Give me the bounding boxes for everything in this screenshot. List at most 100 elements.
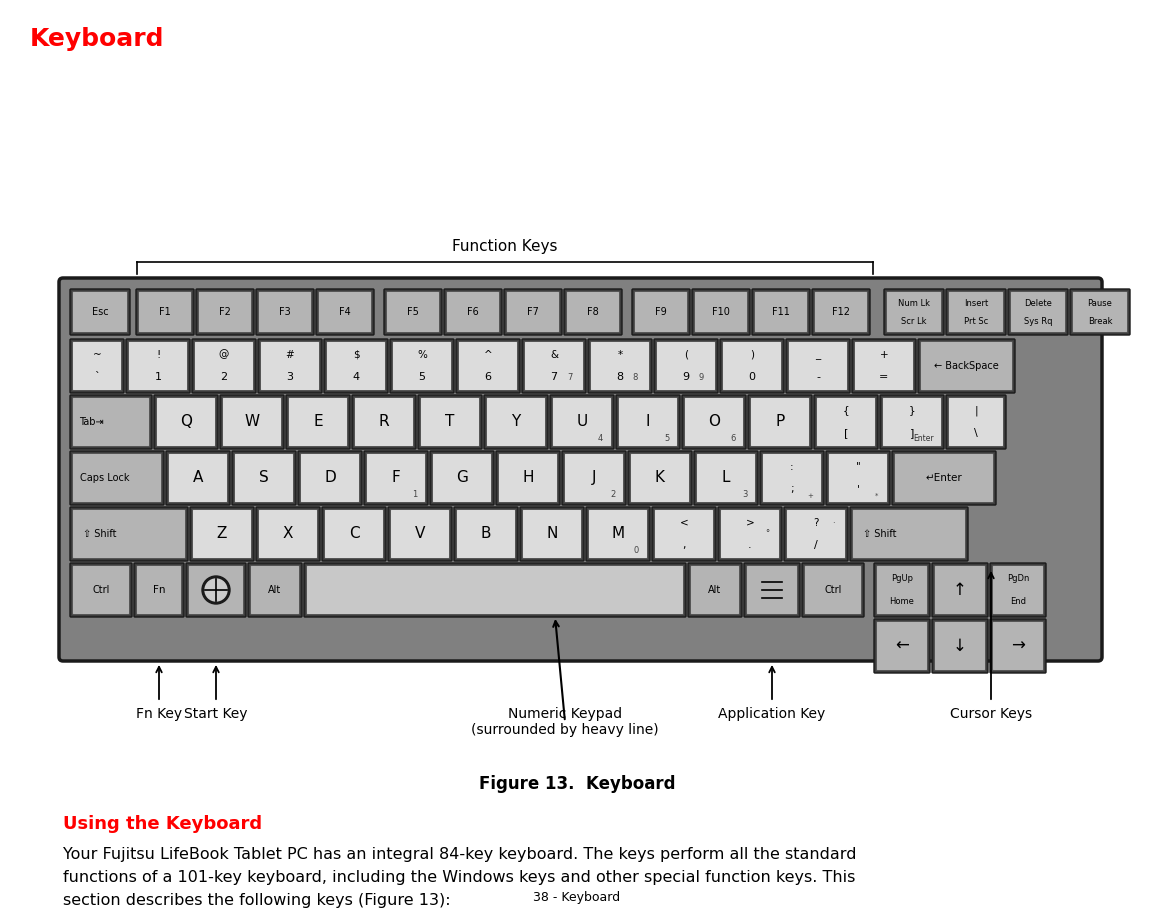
FancyBboxPatch shape [630, 454, 689, 502]
Text: Scr Lk: Scr Lk [901, 317, 927, 326]
FancyBboxPatch shape [223, 397, 282, 446]
Text: $: $ [353, 349, 359, 360]
Text: 38 - Keyboard: 38 - Keyboard [533, 891, 621, 904]
FancyBboxPatch shape [128, 341, 187, 391]
FancyBboxPatch shape [747, 565, 797, 614]
Text: +: + [879, 349, 889, 360]
FancyBboxPatch shape [525, 341, 584, 391]
Text: Y: Y [511, 415, 520, 430]
FancyBboxPatch shape [499, 454, 557, 502]
FancyBboxPatch shape [657, 341, 715, 391]
FancyBboxPatch shape [166, 451, 230, 505]
Text: Pause: Pause [1087, 299, 1112, 308]
Text: I: I [646, 415, 650, 430]
FancyBboxPatch shape [881, 395, 944, 449]
Text: F12: F12 [832, 307, 850, 317]
FancyBboxPatch shape [496, 451, 560, 505]
FancyBboxPatch shape [688, 563, 742, 617]
Text: ⇧ Shift: ⇧ Shift [862, 529, 897, 539]
Text: 0: 0 [634, 546, 639, 555]
FancyBboxPatch shape [877, 621, 928, 670]
FancyBboxPatch shape [70, 563, 132, 617]
Text: ↓: ↓ [953, 637, 967, 655]
FancyBboxPatch shape [186, 563, 246, 617]
FancyBboxPatch shape [802, 563, 864, 617]
FancyBboxPatch shape [234, 454, 293, 502]
Text: @: @ [219, 349, 230, 360]
Text: F10: F10 [712, 307, 730, 317]
Text: 2: 2 [220, 372, 227, 383]
FancyBboxPatch shape [319, 291, 372, 333]
Text: Num Lk: Num Lk [898, 299, 930, 308]
FancyBboxPatch shape [288, 397, 347, 446]
Text: Numeric Keypad
(surrounded by heavy line): Numeric Keypad (surrounded by heavy line… [471, 707, 659, 738]
Text: ←: ← [896, 637, 909, 655]
Text: 4: 4 [598, 434, 604, 443]
FancyBboxPatch shape [744, 563, 800, 617]
FancyBboxPatch shape [829, 454, 887, 502]
Text: B: B [481, 526, 492, 541]
FancyBboxPatch shape [786, 339, 850, 393]
FancyBboxPatch shape [258, 510, 317, 559]
FancyBboxPatch shape [752, 289, 810, 335]
FancyBboxPatch shape [564, 454, 623, 502]
Text: Keyboard: Keyboard [30, 27, 165, 51]
FancyBboxPatch shape [523, 510, 582, 559]
FancyBboxPatch shape [458, 341, 517, 391]
FancyBboxPatch shape [324, 510, 383, 559]
FancyBboxPatch shape [760, 451, 824, 505]
Text: J: J [592, 470, 597, 486]
FancyBboxPatch shape [694, 451, 758, 505]
Text: Ctrl: Ctrl [824, 585, 841, 595]
Text: N: N [546, 526, 557, 541]
Text: ~: ~ [92, 349, 102, 360]
Text: →: → [1011, 637, 1025, 655]
FancyBboxPatch shape [946, 395, 1006, 449]
FancyBboxPatch shape [126, 339, 190, 393]
Text: Figure 13.  Keyboard: Figure 13. Keyboard [479, 775, 675, 793]
Text: Alt: Alt [269, 585, 282, 595]
Text: Home: Home [890, 597, 914, 606]
Text: P: P [775, 415, 785, 430]
FancyBboxPatch shape [817, 397, 876, 446]
FancyBboxPatch shape [418, 395, 482, 449]
FancyBboxPatch shape [690, 565, 740, 614]
FancyBboxPatch shape [504, 289, 562, 335]
FancyBboxPatch shape [750, 397, 809, 446]
Text: Ctrl: Ctrl [92, 585, 110, 595]
FancyBboxPatch shape [188, 565, 243, 614]
FancyBboxPatch shape [804, 565, 862, 614]
Text: ": " [855, 462, 861, 471]
Text: [: [ [844, 429, 848, 439]
FancyBboxPatch shape [322, 507, 385, 561]
Text: Delete: Delete [1024, 299, 1052, 308]
FancyBboxPatch shape [327, 341, 385, 391]
Text: Your Fujitsu LifeBook Tablet PC has an integral 84-key keyboard. The keys perfor: Your Fujitsu LifeBook Tablet PC has an i… [63, 847, 856, 907]
FancyBboxPatch shape [635, 291, 688, 333]
FancyBboxPatch shape [589, 510, 647, 559]
FancyBboxPatch shape [763, 454, 822, 502]
Text: Start Key: Start Key [185, 707, 248, 721]
FancyBboxPatch shape [1070, 289, 1130, 335]
FancyBboxPatch shape [990, 563, 1046, 617]
Text: Cursor Keys: Cursor Keys [950, 707, 1032, 721]
Text: \: \ [974, 429, 977, 439]
FancyBboxPatch shape [564, 289, 622, 335]
FancyBboxPatch shape [73, 341, 121, 391]
FancyBboxPatch shape [258, 339, 322, 393]
FancyBboxPatch shape [387, 291, 440, 333]
FancyBboxPatch shape [787, 510, 846, 559]
Text: ': ' [856, 484, 860, 494]
FancyBboxPatch shape [248, 563, 302, 617]
FancyBboxPatch shape [1011, 291, 1065, 333]
Text: _: _ [816, 349, 820, 360]
Text: (: ( [684, 349, 688, 360]
Text: *: * [617, 349, 622, 360]
Text: S: S [260, 470, 269, 486]
FancyBboxPatch shape [921, 341, 1012, 391]
Text: 2: 2 [610, 491, 615, 499]
Text: Application Key: Application Key [719, 707, 825, 721]
FancyBboxPatch shape [352, 395, 415, 449]
FancyBboxPatch shape [886, 291, 942, 333]
Text: F1: F1 [159, 307, 171, 317]
